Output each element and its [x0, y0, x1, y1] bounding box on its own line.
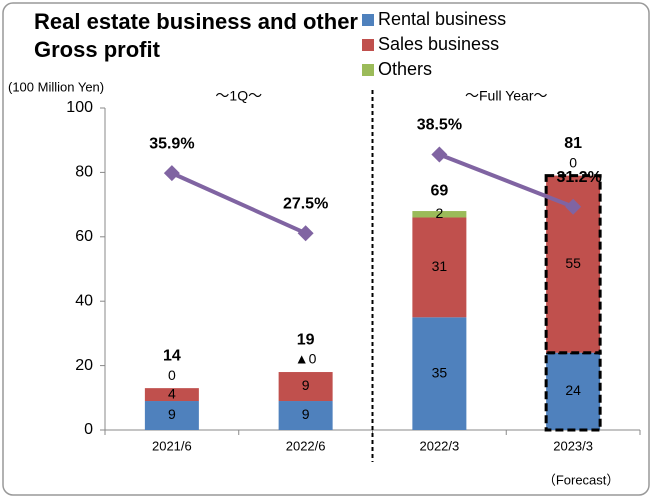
x-tick-label: 2023/3 [553, 438, 593, 453]
bar-segment [546, 352, 601, 430]
total-label: 19 [297, 331, 315, 348]
bar-segment [144, 388, 199, 402]
data-label: 31 [432, 258, 448, 274]
forecast-label: （Forecast） [543, 472, 620, 487]
bar-segment [412, 317, 467, 430]
legend-label: Others [378, 59, 432, 79]
group-label: ～Full Year～ [465, 88, 547, 104]
line-marker [163, 165, 180, 182]
x-tick-label: 2021/6 [152, 438, 192, 453]
line-label: 27.5% [283, 195, 328, 212]
line-label: 31.2% [556, 169, 601, 186]
data-label: 9 [168, 406, 176, 422]
line-label: 38.5% [417, 117, 462, 134]
legend-swatch [362, 39, 374, 51]
total-label: 14 [163, 347, 181, 364]
bar-segment [412, 211, 467, 218]
y-tick-label: 20 [75, 357, 93, 374]
legend-label: Rental business [378, 9, 506, 29]
bar-segment [278, 372, 333, 402]
bar-segment [144, 401, 199, 430]
legend-label: Sales business [378, 34, 499, 54]
line-label: 35.9% [149, 135, 194, 152]
y-tick-label: 80 [75, 164, 93, 181]
y-tick-label: 100 [66, 99, 93, 116]
line [171, 171, 307, 236]
line-marker [431, 146, 448, 163]
legend-swatch [362, 14, 374, 26]
line-marker [297, 225, 314, 242]
bar-segment [278, 401, 333, 430]
y-axis-label: (100 Million Yen) [8, 79, 104, 94]
y-tick-label: 60 [75, 228, 93, 245]
y-tick-label: 0 [84, 421, 93, 438]
x-tick-label: 2022/3 [419, 438, 459, 453]
total-label: 69 [430, 182, 448, 199]
data-label: 0 [569, 154, 577, 170]
bar-segment [412, 217, 467, 318]
legend-swatch [362, 64, 374, 76]
y-tick-label: 40 [75, 292, 93, 309]
data-label: 55 [565, 255, 581, 271]
data-label: 35 [432, 364, 448, 380]
total-label: 81 [564, 135, 582, 152]
x-tick-label: 2022/6 [286, 438, 326, 453]
forecast-box [544, 174, 602, 355]
data-label: 0 [168, 367, 176, 383]
data-label: ▲0 [295, 351, 317, 367]
group-label: ～1Q～ [215, 88, 262, 104]
data-label: 24 [565, 382, 581, 398]
data-label: 9 [302, 406, 310, 422]
chart-title: Real estate business and other Gross pro… [34, 9, 358, 62]
data-label: 4 [168, 385, 176, 401]
line-marker [565, 198, 582, 215]
data-label: 9 [302, 377, 310, 393]
line [438, 152, 574, 209]
data-label: 2 [435, 205, 443, 221]
